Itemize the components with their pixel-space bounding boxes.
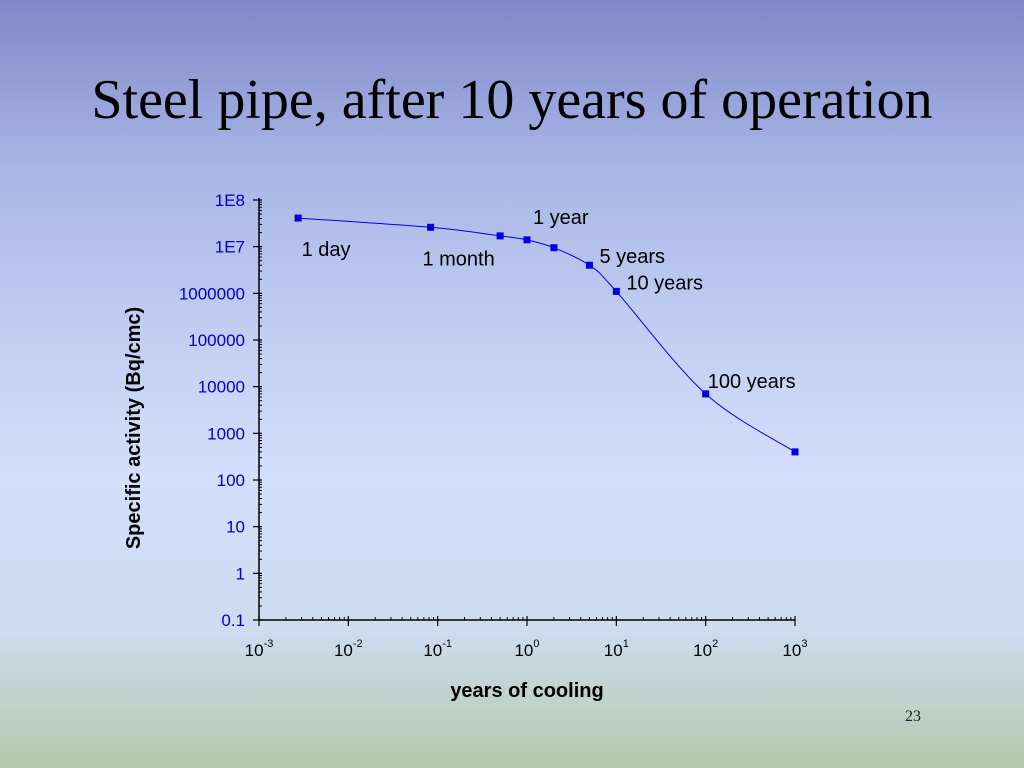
y-tick-label: 1000: [207, 424, 245, 443]
data-point: [427, 223, 435, 231]
annotation-label: 10 years: [626, 272, 703, 294]
y-tick-label: 10000: [198, 378, 245, 397]
page-number: 23: [905, 708, 921, 725]
data-point: [496, 232, 504, 240]
y-tick-label: 100: [217, 471, 245, 490]
x-tick-label: 100: [514, 638, 539, 660]
slide-title: Steel pipe, after 10 years of operation: [91, 69, 933, 131]
x-tick-label: 103: [782, 638, 807, 660]
x-tick-label: 10-1: [423, 638, 452, 660]
y-tick-label: 1: [236, 564, 245, 583]
y-tick-label: 1000000: [179, 284, 245, 303]
annotation-label: 5 years: [599, 246, 665, 268]
y-tick-label: 0.1: [221, 611, 245, 630]
y-tick-label: 10: [226, 518, 245, 537]
series-line: [298, 217, 796, 453]
x-tick-label: 102: [693, 638, 718, 660]
data-point: [550, 244, 558, 252]
data-point: [294, 214, 302, 222]
data-point: [702, 390, 710, 398]
x-axis-title: years of cooling: [450, 680, 603, 702]
annotation-label: 100 years: [708, 371, 796, 393]
x-tick-label: 10-2: [334, 638, 363, 660]
data-point: [612, 287, 620, 295]
data-point: [585, 261, 593, 269]
x-tick-label: 101: [604, 638, 629, 660]
annotation-label: 1 day: [302, 239, 351, 261]
annotation-label: 1 month: [422, 248, 494, 270]
annotation-layer: 1 day 1 month 1 year 5 years 10 years 100 yea…: [302, 207, 796, 393]
chart-axes: 1E81E710000001000001000010001001010.110-…: [179, 191, 808, 660]
data-point: [791, 448, 799, 456]
y-tick-label: 1E8: [215, 191, 245, 210]
y-tick-label: 1E7: [215, 238, 245, 257]
x-tick-label: 10-3: [245, 638, 274, 660]
y-axis-title: Specific activity (Bq/cmc): [123, 307, 145, 549]
y-tick-label: 100000: [188, 331, 245, 350]
annotation-label: 1 year: [533, 207, 589, 229]
series-layer: [294, 214, 799, 456]
data-point: [523, 236, 531, 244]
